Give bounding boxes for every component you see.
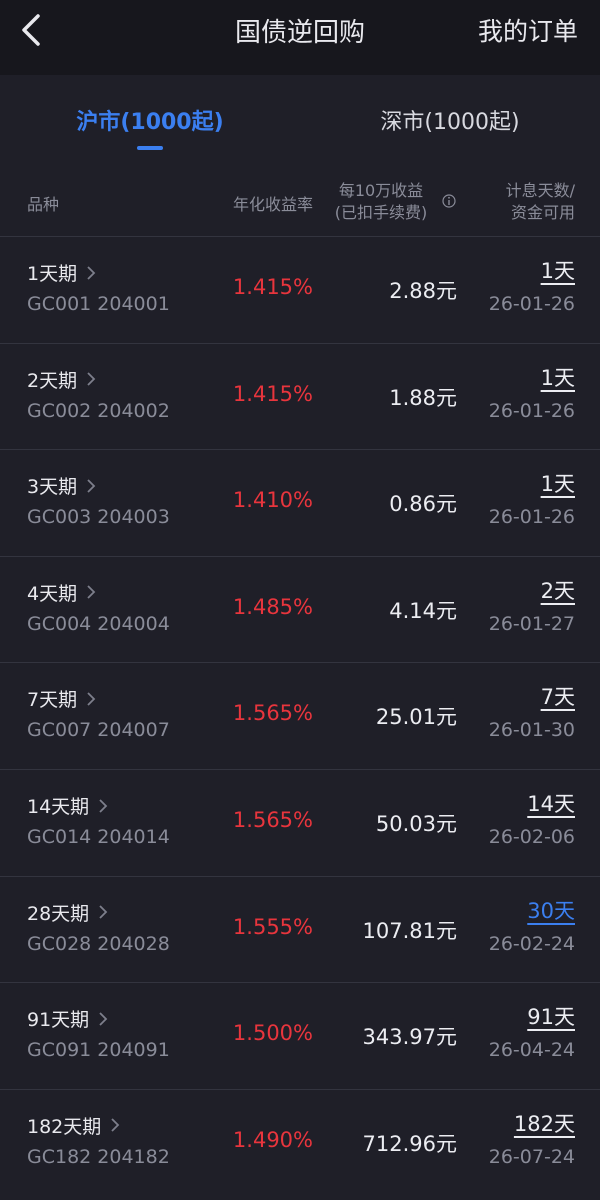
annual-rate: 1.415% (232, 275, 313, 299)
annual-rate: 1.565% (232, 701, 313, 726)
variety-code: GC182 204182 (27, 1145, 170, 1168)
annual-rate: 1.555% (232, 914, 313, 939)
col-header: 年化收益率 (232, 195, 313, 214)
name-cell: 91天期 (27, 1005, 113, 1032)
row[interactable]: 28天期 GC028 204028 1.555% 107.81元 30天 26-02-24 (0, 875, 600, 983)
back-button[interactable] (18, 12, 44, 48)
interest-days: 1天 (540, 259, 575, 283)
my-orders[interactable]: 我的订单 (477, 17, 578, 46)
profit: 50.03元 (375, 812, 457, 836)
page-title: 国债逆回购 (234, 18, 365, 48)
chevron (99, 798, 108, 813)
annual-rate: 1.410% (232, 488, 313, 513)
annual-rate: 1.485% (232, 594, 313, 619)
chevron (87, 265, 96, 280)
available-date: 26-02-06 (488, 826, 575, 848)
variety-name: 182天期 (27, 1115, 102, 1138)
row[interactable]: 1天期 GC001 204001 1.415% 2.88元 1天 26-01-26 (0, 236, 600, 343)
chevron (111, 1118, 120, 1132)
col-header-line: (已扣手续费) (334, 203, 428, 222)
tab-indicator (137, 146, 163, 150)
profit: 0.86元 (389, 492, 457, 517)
interest-days: 14天 (527, 792, 575, 816)
interest-days: 182天 (513, 1111, 575, 1136)
interest-days: 7天 (540, 685, 575, 710)
name-cell: 4天期 (27, 579, 101, 606)
variety-code: GC028 204028 (27, 932, 170, 955)
variety-name: 14天期 (27, 796, 90, 818)
profit: 25.01元 (375, 705, 457, 730)
row[interactable]: 91天期 GC091 204091 1.500% 343.97元 91天 26-04-24 (0, 982, 600, 1089)
variety-name: 28天期 (27, 902, 90, 925)
variety-name: 1天期 (27, 263, 78, 285)
tab[interactable]: 深市(1000起) (380, 110, 520, 135)
variety-name: 3天期 (27, 476, 78, 499)
chevron (87, 692, 96, 706)
name-cell: 7天期 (27, 685, 101, 712)
interest-days: 1天 (540, 472, 575, 497)
available-date: 26-07-24 (488, 1145, 575, 1168)
variety-code: GC014 204014 (27, 826, 170, 848)
available-date: 26-01-30 (488, 719, 575, 742)
header-bar: 国债逆回购 我的订单 (0, 0, 600, 75)
col-header: 计息天数/资金可用 (506, 180, 575, 224)
variety-code: GC003 204003 (27, 506, 170, 529)
profit: 712.96元 (362, 1131, 457, 1156)
chevron (99, 905, 108, 919)
row[interactable]: 14天期 GC014 204014 1.565% 50.03元 14天 26-02-06 (0, 769, 600, 876)
annual-rate: 1.490% (232, 1127, 313, 1152)
row[interactable]: 7天期 GC007 204007 1.565% 25.01元 7天 26-01-30 (0, 662, 600, 769)
row[interactable]: 4天期 GC004 204004 1.485% 4.14元 2天 26-01-27 (0, 555, 600, 663)
available-date: 26-02-24 (488, 932, 575, 955)
variety-code: GC002 204002 (27, 399, 170, 422)
col-header-line: 每10万收益 (338, 181, 424, 200)
name-cell: 28天期 (27, 899, 113, 926)
profit: 1.88元 (389, 385, 457, 410)
interest-days: 91天 (527, 1005, 575, 1030)
info-icon[interactable] (442, 194, 456, 208)
profit: 2.88元 (389, 279, 457, 303)
chevron (99, 1012, 108, 1026)
available-date: 26-04-24 (488, 1039, 575, 1062)
col-header-line: 资金可用 (510, 203, 575, 222)
variety-name: 91天期 (27, 1009, 90, 1032)
available-date: 26-01-26 (488, 293, 575, 315)
name-cell: 3天期 (27, 472, 101, 499)
chevron (87, 372, 96, 386)
interest-days: 1天 (540, 365, 575, 390)
variety-code: GC001 204001 (27, 293, 170, 315)
available-date: 26-01-26 (488, 506, 575, 529)
annual-rate: 1.565% (232, 808, 313, 832)
variety-code: GC004 204004 (27, 612, 170, 635)
name-cell: 14天期 (27, 792, 113, 819)
name-cell: 1天期 (27, 259, 101, 286)
col-header: 品种 (27, 195, 60, 214)
interest-days: 30天 (527, 898, 575, 923)
variety-name: 4天期 (27, 582, 78, 605)
interest-days: 2天 (540, 578, 575, 603)
annual-rate: 1.415% (232, 381, 313, 406)
row[interactable]: 2天期 GC002 204002 1.415% 1.88元 1天 26-01-26 (0, 342, 600, 450)
tab-active[interactable]: 沪市(1000起) (76, 110, 224, 135)
profit: 107.81元 (362, 918, 457, 943)
col-header: 每10万收益 (已扣手续费) (325, 180, 437, 224)
variety-name: 7天期 (27, 689, 78, 712)
row[interactable]: 182天期 GC182 204182 1.490% 712.96元 182天 26-07-… (0, 1088, 600, 1196)
variety-code: GC007 204007 (27, 719, 170, 742)
profit: 4.14元 (389, 598, 457, 623)
variety-code: GC091 204091 (27, 1039, 170, 1062)
chevron (87, 585, 96, 599)
available-date: 26-01-27 (488, 612, 575, 635)
col-header-line: 计息天数/ (505, 181, 575, 200)
chevron (87, 479, 96, 493)
available-date: 26-01-26 (488, 399, 575, 422)
profit: 343.97元 (362, 1025, 457, 1050)
annual-rate: 1.500% (232, 1021, 313, 1046)
variety-name: 2天期 (27, 369, 78, 392)
name-cell: 182天期 (27, 1112, 125, 1139)
name-cell: 2天期 (27, 366, 101, 393)
row[interactable]: 3天期 GC003 204003 1.410% 0.86元 1天 26-01-26 (0, 449, 600, 556)
